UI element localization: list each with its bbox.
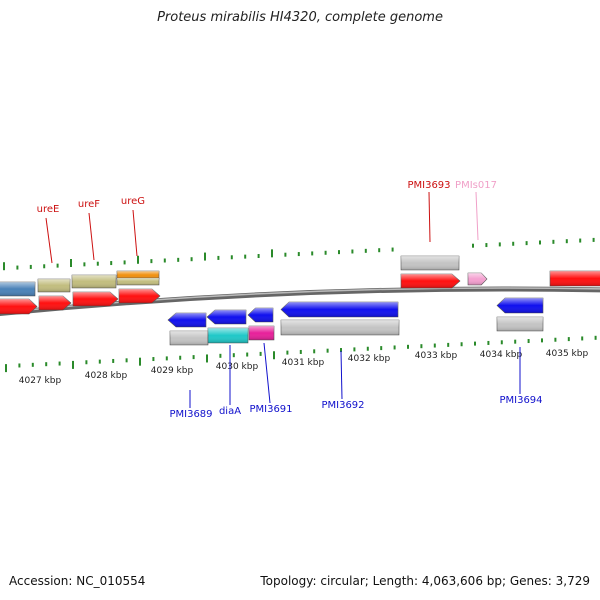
leader-line — [428, 191, 431, 243]
scale-label: 4035 kbp — [546, 349, 589, 359]
scale-label: 4029 kbp — [151, 366, 194, 376]
map-title: Proteus mirabilis HI4320, complete genom… — [157, 10, 443, 25]
cds-arrow-shade — [248, 308, 273, 322]
upper-tick-track — [3, 237, 595, 271]
leader-line — [475, 191, 479, 241]
scale-label: 4028 kbp — [85, 371, 128, 381]
scale-label: 4031 kbp — [282, 358, 325, 368]
cds-arrow-shade — [39, 296, 71, 310]
gene-box-shade — [170, 331, 208, 345]
gene-box-shade — [38, 279, 70, 292]
scale-labels: 4027 kbp 4028 kbp 4029 kbp 4030 kbp 4031 kbp… — [19, 349, 589, 386]
label-leader-lines — [45, 191, 521, 408]
leader-line — [132, 209, 138, 257]
gene-label: PMI3691 — [249, 404, 292, 415]
cds-arrow-shade — [401, 274, 460, 288]
gene-label: diaA — [219, 406, 241, 417]
accession-text: Accession: NC_010554 — [9, 574, 146, 588]
scale-label: 4032 kbp — [348, 354, 391, 364]
gene-box-shade — [401, 256, 459, 270]
feature-track — [0, 255, 600, 346]
gene-box-shade — [117, 271, 159, 279]
cds-arrow-shade — [168, 313, 206, 327]
ncrna-arrow-shade — [468, 273, 487, 285]
leader-line — [340, 350, 343, 400]
gene-label: ureF — [78, 199, 100, 210]
cds-arrow-shade — [119, 289, 160, 303]
gene-box-shade — [249, 326, 274, 340]
gene-label: PMI3689 — [169, 409, 212, 420]
gene-box-shade — [208, 328, 248, 343]
cds-arrow-shade — [0, 299, 37, 314]
gene-box-shade — [117, 278, 159, 285]
gene-label: PMI3693 — [407, 180, 450, 191]
gene-label: ureG — [121, 196, 145, 207]
gene-label: PMI3694 — [499, 395, 542, 406]
gene-box-shade — [72, 275, 116, 288]
lower-tick-track — [5, 335, 597, 373]
cds-arrow-shade — [73, 292, 118, 306]
cds-arrow-shade — [497, 298, 543, 313]
cds-arrow-shade — [550, 271, 600, 286]
leader-line — [45, 217, 53, 264]
scale-label: 4027 kbp — [19, 376, 62, 386]
gene-box-shade — [281, 320, 399, 335]
leader-line — [88, 212, 95, 261]
cds-arrow-shade — [207, 310, 246, 324]
scale-label: 4030 kbp — [216, 362, 259, 372]
gene-box-shade — [497, 317, 543, 331]
scale-label: 4034 kbp — [480, 350, 523, 360]
topology-text: Topology: circular; Length: 4,063,606 bp… — [260, 574, 590, 588]
leader-line — [263, 342, 271, 404]
scale-label: 4033 kbp — [415, 351, 458, 361]
gene-label: ureE — [37, 204, 60, 215]
backbone-line — [0, 286, 600, 317]
gene-box-shade — [0, 282, 35, 296]
gene-labels: ureE ureF ureG PMI3693 PMIs017 PMI3689 diaA PMI… — [37, 180, 543, 420]
gene-label: PMI3692 — [321, 400, 364, 411]
cds-arrow-shade — [281, 302, 398, 317]
gene-label: PMIs017 — [455, 180, 497, 191]
